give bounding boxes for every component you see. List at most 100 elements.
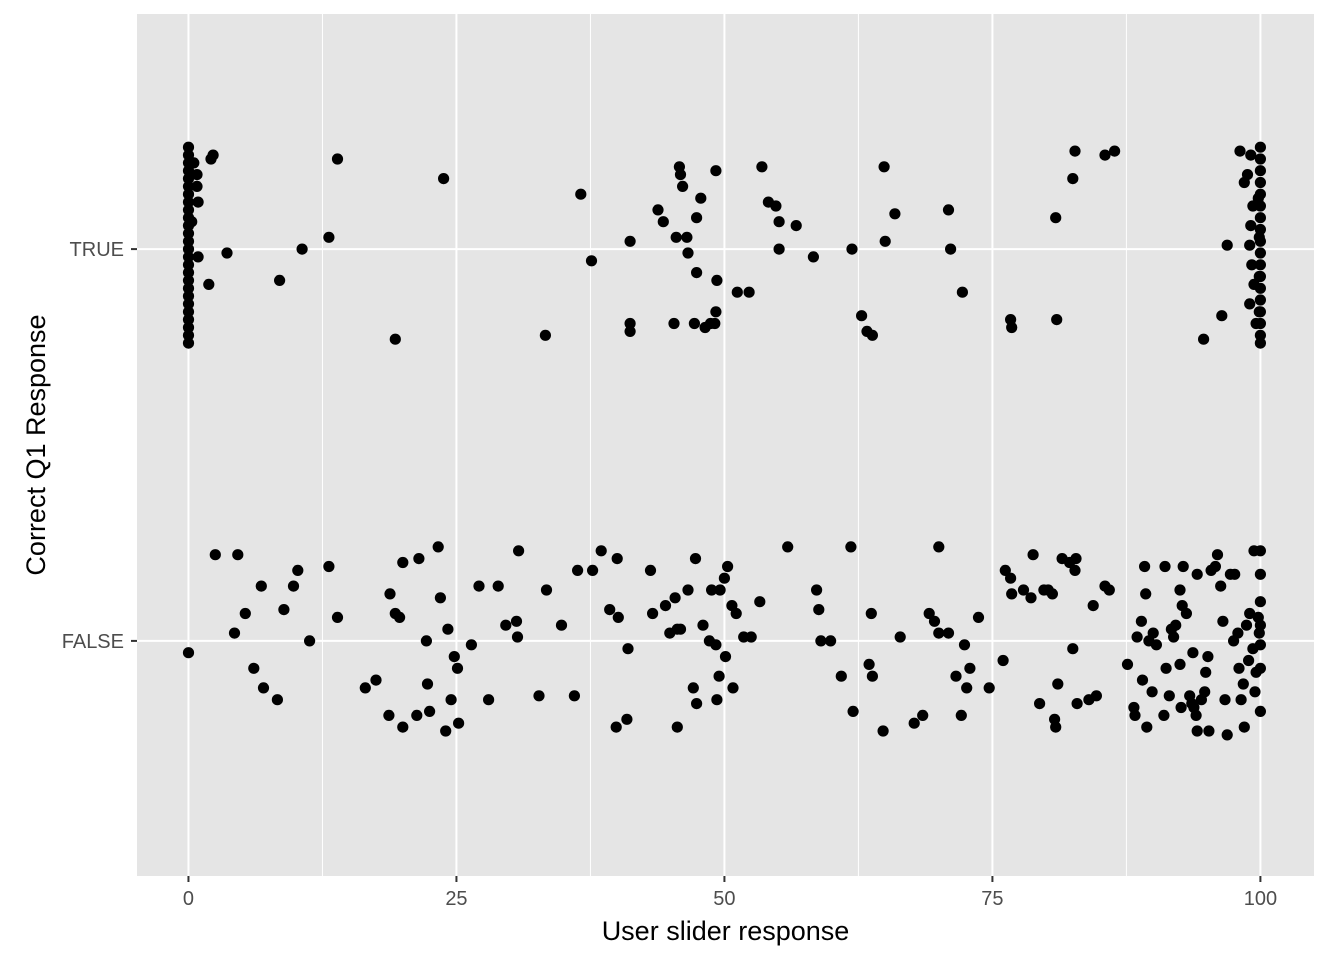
data-point: [575, 189, 586, 200]
data-point: [229, 628, 240, 639]
data-point: [647, 608, 658, 619]
data-point: [1051, 314, 1062, 325]
data-point: [533, 690, 544, 701]
data-point: [691, 212, 702, 223]
data-point: [1176, 702, 1187, 713]
data-point: [1170, 620, 1181, 631]
data-point: [1088, 600, 1099, 611]
data-point: [483, 694, 494, 705]
data-point: [1219, 694, 1230, 705]
data-point: [959, 639, 970, 650]
data-point: [500, 620, 511, 631]
data-point: [1232, 628, 1243, 639]
data-point: [867, 330, 878, 341]
data-point: [625, 326, 636, 337]
data-point: [1255, 189, 1266, 200]
data-point: [697, 620, 708, 631]
data-point: [188, 157, 199, 168]
data-point: [466, 639, 477, 650]
data-point: [711, 694, 722, 705]
data-point: [621, 714, 632, 725]
data-point: [1255, 620, 1266, 631]
data-point: [411, 710, 422, 721]
data-point: [722, 561, 733, 572]
data-point: [274, 275, 285, 286]
data-point: [1255, 706, 1266, 717]
data-point: [1099, 150, 1110, 161]
data-point: [1255, 663, 1266, 674]
data-point: [1122, 659, 1133, 670]
data-point: [815, 635, 826, 646]
data-point: [256, 581, 267, 592]
data-point: [1222, 240, 1233, 251]
data-point: [332, 612, 343, 623]
data-point: [1140, 588, 1151, 599]
data-point: [1217, 616, 1228, 627]
data-point: [446, 694, 457, 705]
data-point: [1215, 581, 1226, 592]
data-point: [278, 604, 289, 615]
data-point: [360, 682, 371, 693]
data-point: [1129, 710, 1140, 721]
data-point: [756, 161, 767, 172]
data-point: [1178, 561, 1189, 572]
data-point: [909, 718, 920, 729]
data-point: [880, 236, 891, 247]
data-point: [1255, 294, 1266, 305]
data-point: [1255, 259, 1266, 270]
data-point: [449, 651, 460, 662]
data-point: [1067, 173, 1078, 184]
data-point: [645, 565, 656, 576]
data-point: [1255, 271, 1266, 282]
data-point: [689, 318, 700, 329]
data-point: [1187, 647, 1198, 658]
data-point: [1255, 236, 1266, 247]
data-point: [1255, 318, 1266, 329]
data-point: [453, 718, 464, 729]
data-point: [1141, 722, 1152, 733]
data-point: [193, 197, 204, 208]
data-point: [658, 216, 669, 227]
data-point: [292, 565, 303, 576]
x-tick-label: 100: [1244, 888, 1277, 910]
data-point: [332, 153, 343, 164]
data-point: [1174, 659, 1185, 670]
data-point: [587, 565, 598, 576]
data-point: [221, 247, 232, 258]
data-point: [652, 204, 663, 215]
data-point: [191, 169, 202, 180]
data-point: [731, 608, 742, 619]
y-tick-label: TRUE: [70, 239, 124, 261]
data-point: [1168, 631, 1179, 642]
data-point: [413, 553, 424, 564]
data-point: [671, 232, 682, 243]
data-point: [714, 671, 725, 682]
data-point: [1164, 690, 1175, 701]
data-point: [1192, 725, 1203, 736]
data-point: [1233, 663, 1244, 674]
data-point: [397, 722, 408, 733]
data-point: [1104, 584, 1115, 595]
data-point: [383, 710, 394, 721]
data-point: [956, 710, 967, 721]
data-point: [1255, 177, 1266, 188]
data-point: [1255, 283, 1266, 294]
data-point: [732, 287, 743, 298]
data-point: [675, 624, 686, 635]
data-point: [770, 200, 781, 211]
data-point: [422, 678, 433, 689]
data-point: [1034, 698, 1045, 709]
data-point: [1239, 722, 1250, 733]
data-point: [304, 635, 315, 646]
data-point: [1191, 710, 1202, 721]
data-point: [541, 584, 552, 595]
data-point: [754, 596, 765, 607]
data-point: [848, 706, 859, 717]
x-tick-label: 25: [445, 888, 467, 910]
data-point: [1161, 663, 1172, 674]
data-point: [710, 639, 721, 650]
data-point: [811, 584, 822, 595]
data-point: [711, 275, 722, 286]
data-point: [1238, 678, 1249, 689]
data-point: [611, 722, 622, 733]
